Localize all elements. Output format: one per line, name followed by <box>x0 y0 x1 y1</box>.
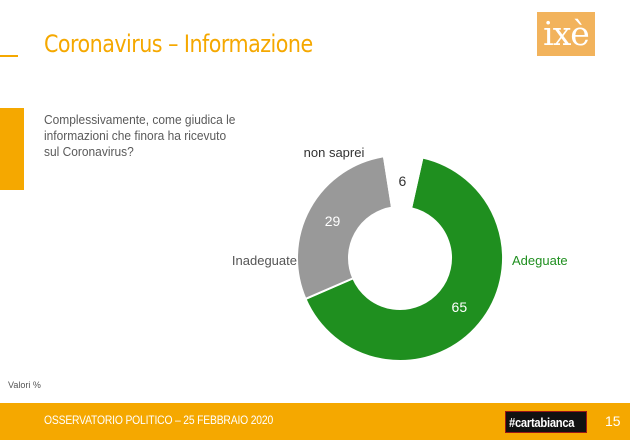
values-note: Valori % <box>8 380 41 390</box>
slice-adeguate <box>304 156 504 362</box>
ixe-logo: ixè <box>537 12 595 56</box>
survey-question: Complessivamente, come giudica le inform… <box>44 112 236 159</box>
question-accent-bar <box>0 108 24 190</box>
footer-title: OSSERVATORIO POLITICO – 25 FEBBRAIO 2020 <box>44 415 274 427</box>
category-label-inadeguate: Inadeguate <box>232 253 297 268</box>
cartabianca-badge: #cartabianca <box>505 411 587 433</box>
slice-inadeguate <box>296 155 394 301</box>
category-label-adeguate: Adeguate <box>512 253 568 268</box>
page-title: Coronavirus – Informazione <box>44 30 313 58</box>
page-number: 15 <box>605 413 621 429</box>
value-label-non-saprei: 6 <box>399 173 407 189</box>
value-label-adeguate: 65 <box>452 299 468 315</box>
title-accent-rule <box>0 55 18 57</box>
category-label-non-saprei: non saprei <box>304 145 365 160</box>
value-label-inadeguate: 29 <box>325 213 341 229</box>
footer-bar: OSSERVATORIO POLITICO – 25 FEBBRAIO 2020… <box>0 403 630 440</box>
slice-non-saprei <box>382 154 424 210</box>
cartabianca-badge-label: #cartabianca <box>509 415 575 430</box>
